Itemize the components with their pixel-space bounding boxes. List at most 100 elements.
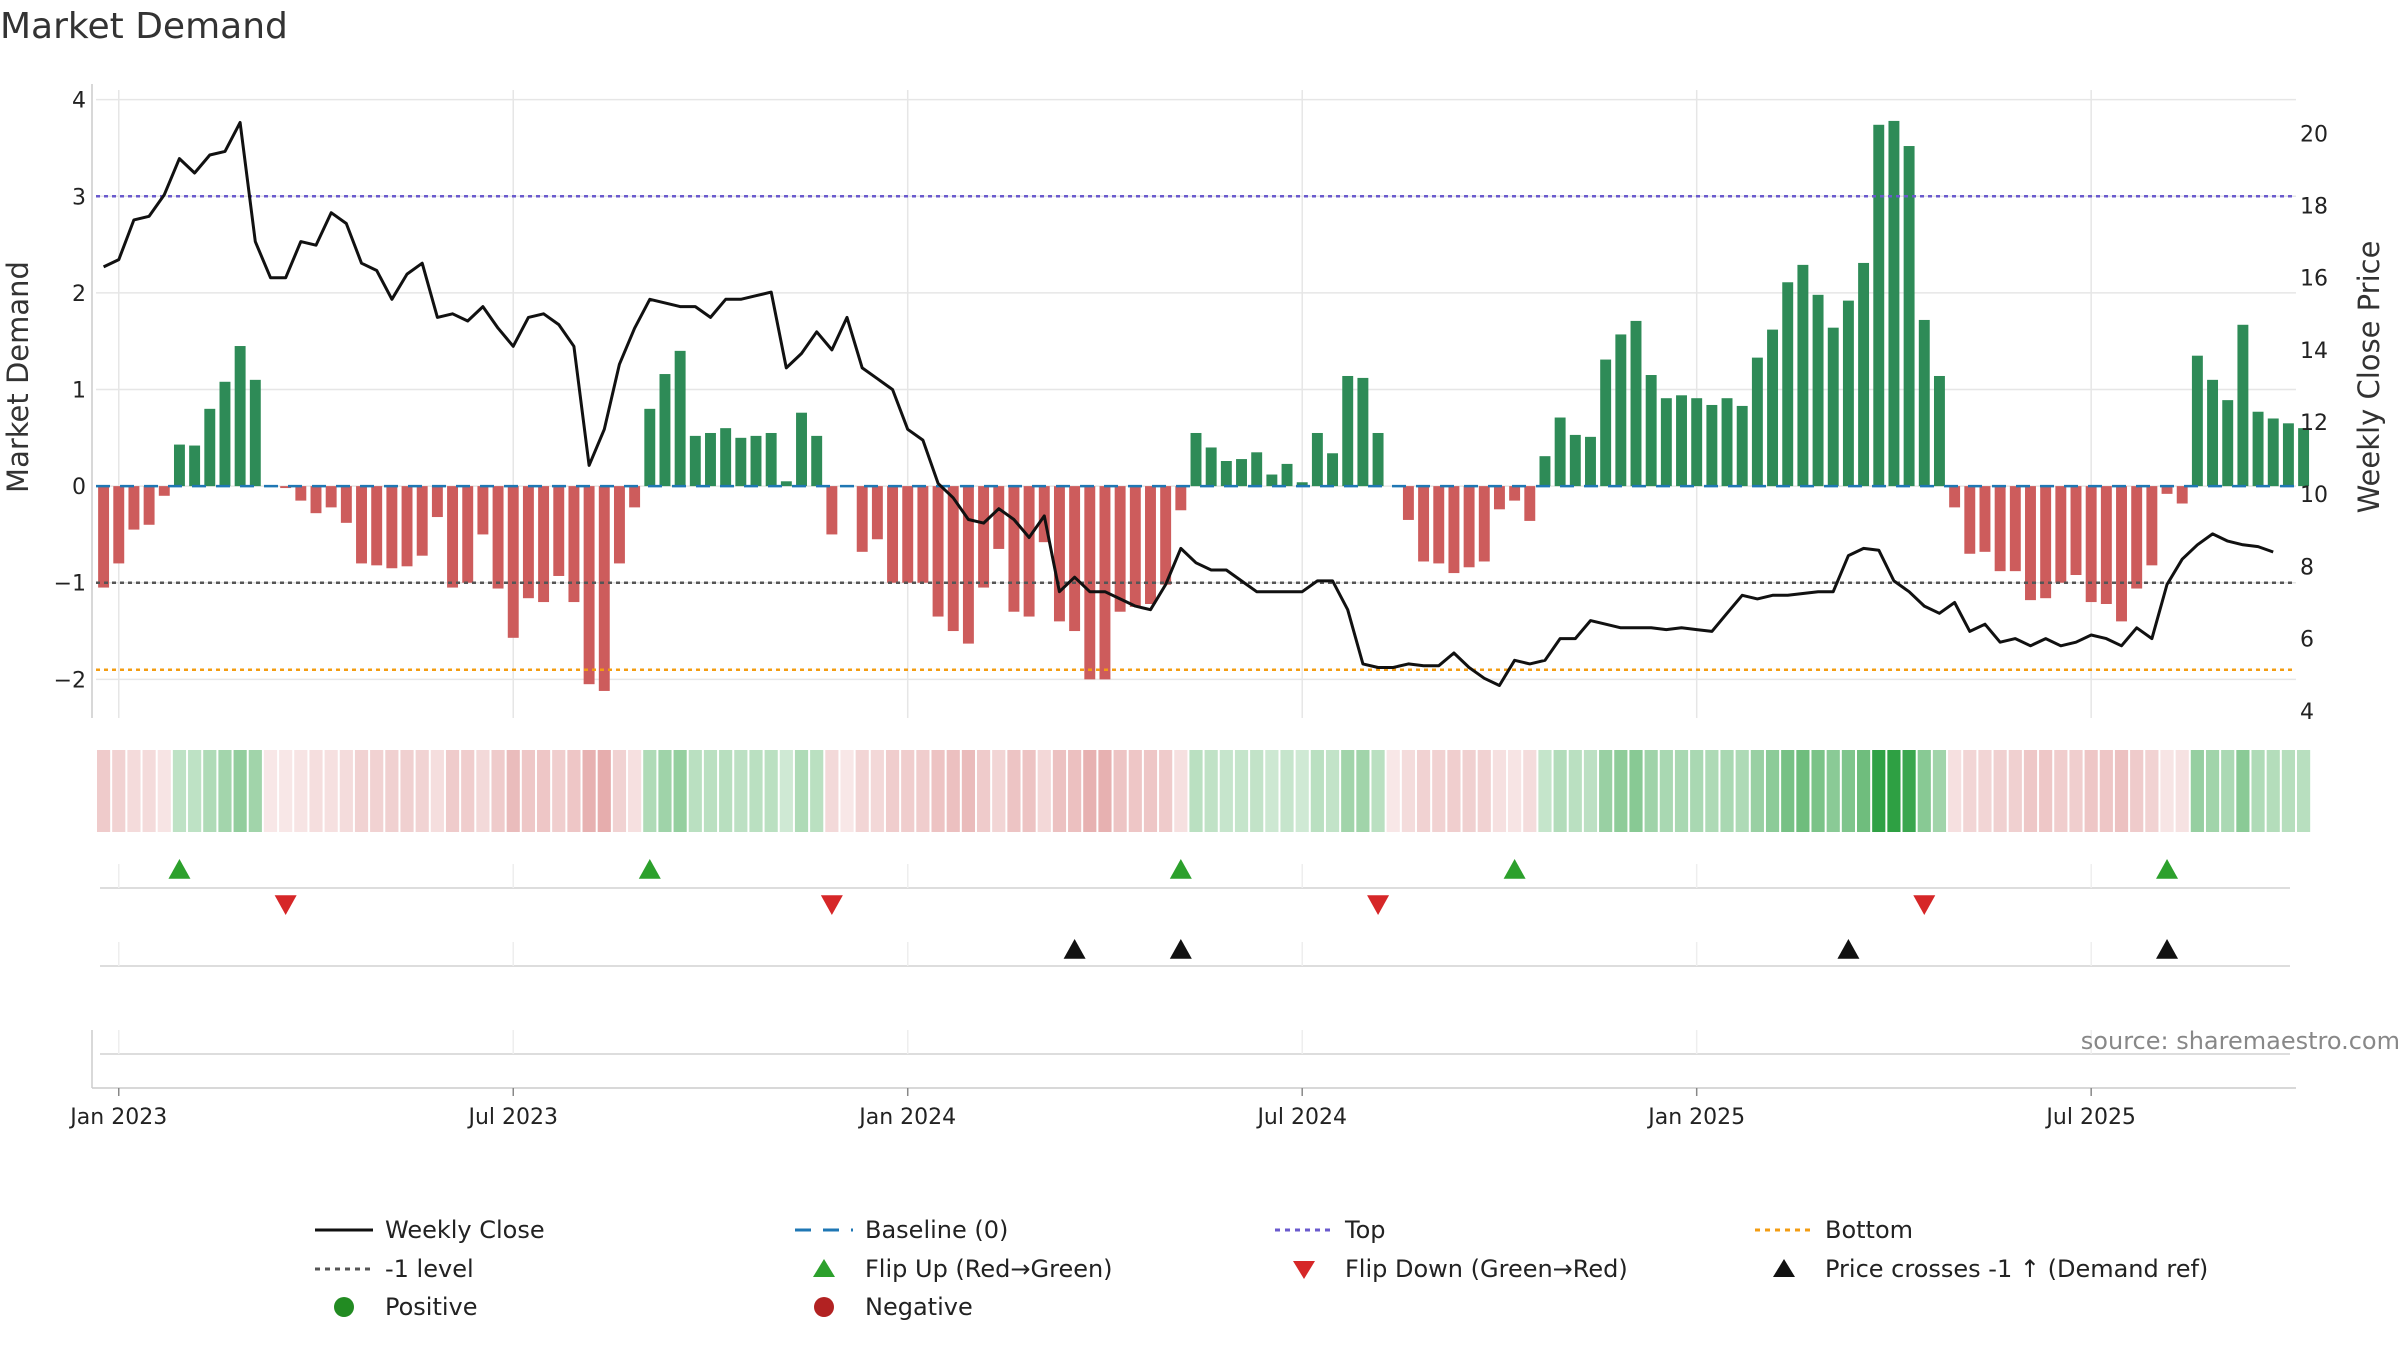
demand-bar: [1797, 264, 1809, 487]
demand-bar: [1463, 486, 1475, 568]
demand-bar: [1827, 327, 1839, 487]
demand-bar: [1190, 432, 1202, 487]
source-credit: source: sharemaestro.com: [2081, 1027, 2400, 1055]
heat-cell: [810, 750, 824, 832]
heat-cell: [415, 750, 429, 832]
heat-cell: [2251, 750, 2265, 832]
demand-bar: [2146, 486, 2158, 566]
demand-heat-strip: [97, 750, 2311, 832]
heat-cell: [931, 750, 945, 832]
heat-cell: [1128, 750, 1142, 832]
heat-cell: [142, 750, 156, 832]
legend-entry: Baseline (0): [795, 1216, 1008, 1244]
demand-bar: [2100, 486, 2112, 604]
demand-bar: [1236, 459, 1247, 487]
demand-bar: [1038, 486, 1050, 543]
heat-cell: [491, 750, 505, 832]
demand-bar: [1994, 486, 2006, 572]
demand-bar: [1296, 482, 1308, 487]
demand-bar: [1569, 434, 1581, 487]
flip-up-marker: [2156, 859, 2179, 879]
demand-bar: [2131, 486, 2143, 589]
heat-cell: [1022, 750, 1036, 832]
heat-cell: [916, 750, 930, 832]
demand-bar: [1554, 417, 1566, 487]
heat-cell: [825, 750, 839, 832]
flip-down-marker: [1913, 895, 1936, 915]
y-left-tick-label: 2: [72, 282, 86, 307]
demand-bar: [2085, 486, 2097, 603]
heat-cell: [2130, 750, 2144, 832]
demand-bar: [1706, 404, 1718, 487]
demand-bar: [98, 486, 110, 588]
demand-bar: [234, 346, 246, 487]
demand-bar: [2252, 411, 2264, 487]
demand-bar: [2025, 486, 2036, 601]
reference-lines: [96, 195, 2296, 671]
heat-cell: [567, 750, 581, 832]
legend-label: Weekly Close: [385, 1216, 545, 1244]
heat-cell: [901, 750, 915, 832]
heat-cell: [1583, 750, 1598, 832]
y-axis-right-label: Weekly Close Price: [2352, 241, 2386, 514]
demand-bar: [431, 486, 443, 518]
heat-cell: [1629, 750, 1643, 832]
heat-cell: [537, 750, 551, 832]
demand-bar: [2282, 423, 2294, 487]
demand-bar: [401, 486, 413, 567]
heat-cell: [1219, 750, 1233, 832]
demand-bar: [143, 486, 155, 525]
heat-cell: [1538, 750, 1552, 832]
demand-bar: [1402, 486, 1414, 520]
demand-bar: [2055, 486, 2067, 583]
x-tick-label: Jan 2024: [857, 1105, 956, 1130]
heat-cell: [1781, 750, 1795, 832]
heat-cell: [1447, 750, 1461, 832]
heat-cell: [1325, 750, 1340, 832]
demand-bar: [674, 350, 686, 487]
demand-bar: [871, 486, 883, 540]
heat-cell: [203, 750, 217, 832]
heat-cell: [430, 750, 444, 832]
legend-label: Negative: [865, 1293, 973, 1321]
heat-cell: [1371, 750, 1385, 832]
demand-bar: [1342, 375, 1354, 487]
demand-bar: [1736, 405, 1748, 487]
legend-entry: Price crosses -1 ↑ (Demand ref): [1773, 1255, 2208, 1283]
demand-bar: [780, 481, 792, 487]
demand-bar: [1160, 486, 1172, 585]
demand-bar: [1114, 486, 1126, 612]
demand-bar: [1539, 456, 1551, 487]
flip-up-marker: [638, 859, 661, 879]
heat-cell: [1234, 750, 1249, 832]
heat-cell: [1477, 750, 1491, 832]
heat-cell: [1280, 750, 1294, 832]
heat-cell: [1887, 750, 1901, 832]
demand-bar: [2070, 486, 2082, 576]
legend-entry: Weekly Close: [315, 1216, 545, 1244]
heat-cell: [764, 750, 778, 832]
demand-bar: [1691, 398, 1703, 487]
demand-bar: [340, 486, 352, 523]
heat-cell: [1659, 750, 1673, 832]
demand-bar: [902, 486, 914, 583]
y-right-tick-label: 10: [2300, 483, 2328, 508]
x-axis: Jan 2023 Jul 2023 Jan 2024 Jul 2024 Jan 2025…: [68, 1030, 2296, 1130]
flip-up-marker: [168, 859, 191, 879]
heat-cell: [2190, 750, 2204, 832]
demand-bar: [629, 486, 641, 508]
heat-cell: [2266, 750, 2280, 832]
demand-bar: [765, 432, 777, 487]
heat-cell: [476, 750, 490, 832]
demand-bar: [1858, 262, 1870, 487]
demand-bar: [720, 428, 732, 487]
legend-entry: Positive: [334, 1293, 478, 1321]
x-tick-label: Jul 2025: [2044, 1105, 2136, 1130]
legend-label: Baseline (0): [865, 1216, 1008, 1244]
demand-bar: [356, 486, 367, 564]
demand-bar: [1842, 300, 1854, 487]
demand-bar: [1751, 357, 1763, 487]
demand-bar: [1175, 486, 1187, 511]
